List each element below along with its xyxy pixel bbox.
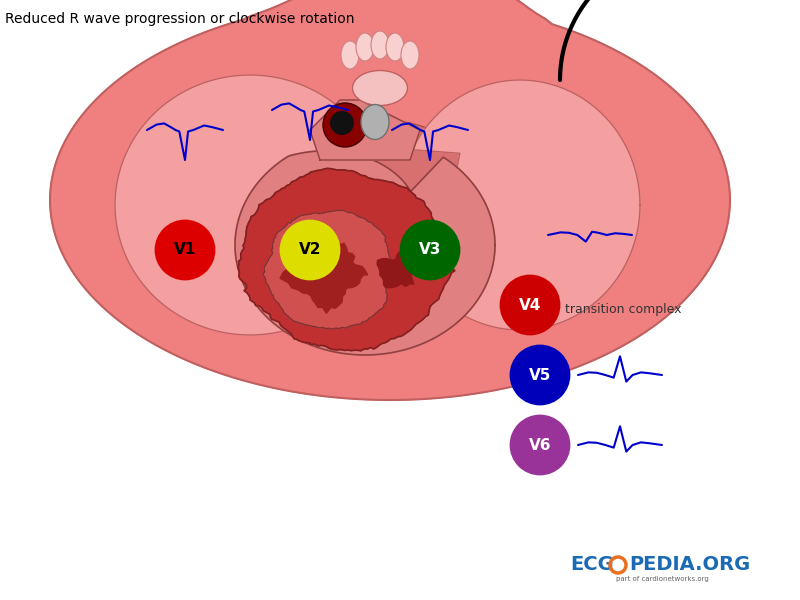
Ellipse shape (371, 31, 389, 59)
Text: ECG: ECG (570, 556, 614, 575)
Text: V4: V4 (519, 298, 541, 313)
Polygon shape (115, 75, 374, 335)
Text: V5: V5 (529, 367, 551, 383)
Polygon shape (310, 100, 420, 160)
Ellipse shape (401, 41, 419, 69)
Text: part of cardionetworks.org: part of cardionetworks.org (616, 576, 709, 582)
Text: V3: V3 (419, 242, 441, 257)
Polygon shape (260, 120, 500, 320)
Polygon shape (263, 210, 395, 329)
Circle shape (323, 103, 367, 147)
Polygon shape (50, 0, 730, 400)
Text: Reduced R wave progression or clockwise rotation: Reduced R wave progression or clockwise … (5, 12, 354, 26)
Ellipse shape (361, 104, 389, 139)
Circle shape (280, 220, 341, 280)
Ellipse shape (386, 33, 404, 61)
Polygon shape (412, 80, 640, 330)
Ellipse shape (353, 70, 407, 106)
Ellipse shape (356, 33, 374, 61)
Text: V6: V6 (529, 437, 551, 452)
Ellipse shape (341, 41, 359, 69)
Text: PEDIA.ORG: PEDIA.ORG (629, 556, 750, 575)
Text: V1: V1 (174, 242, 196, 257)
Polygon shape (235, 151, 495, 355)
Circle shape (510, 344, 570, 406)
Circle shape (510, 415, 570, 475)
Polygon shape (280, 239, 368, 313)
Polygon shape (238, 169, 456, 351)
Circle shape (499, 275, 560, 335)
Circle shape (154, 220, 215, 280)
Text: transition complex: transition complex (565, 304, 682, 317)
Circle shape (330, 111, 354, 135)
Polygon shape (377, 250, 423, 287)
Text: V2: V2 (298, 242, 322, 257)
Circle shape (400, 220, 461, 280)
